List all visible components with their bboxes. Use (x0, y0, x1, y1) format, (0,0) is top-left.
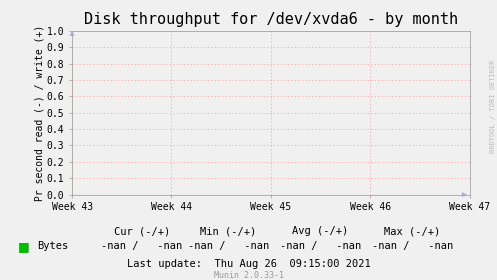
Text: Min (-/+): Min (-/+) (200, 226, 257, 236)
Text: Cur (-/+): Cur (-/+) (113, 226, 170, 236)
Text: RRDTOOL / TOBI OETIKER: RRDTOOL / TOBI OETIKER (490, 60, 496, 153)
Text: -nan /   -nan: -nan / -nan (280, 241, 361, 251)
Title: Disk throughput for /dev/xvda6 - by month: Disk throughput for /dev/xvda6 - by mont… (84, 12, 458, 27)
Text: -nan /   -nan: -nan / -nan (372, 241, 453, 251)
Text: Max (-/+): Max (-/+) (384, 226, 441, 236)
Text: Munin 2.0.33-1: Munin 2.0.33-1 (214, 271, 283, 280)
Text: Last update:  Thu Aug 26  09:15:00 2021: Last update: Thu Aug 26 09:15:00 2021 (127, 259, 370, 269)
Text: ■: ■ (17, 240, 29, 253)
Text: Bytes: Bytes (37, 241, 69, 251)
Text: Avg (-/+): Avg (-/+) (292, 226, 349, 236)
Text: -nan /   -nan: -nan / -nan (101, 241, 182, 251)
Y-axis label: Pr second read (-) / write (+): Pr second read (-) / write (+) (34, 25, 44, 201)
Text: -nan /   -nan: -nan / -nan (188, 241, 269, 251)
